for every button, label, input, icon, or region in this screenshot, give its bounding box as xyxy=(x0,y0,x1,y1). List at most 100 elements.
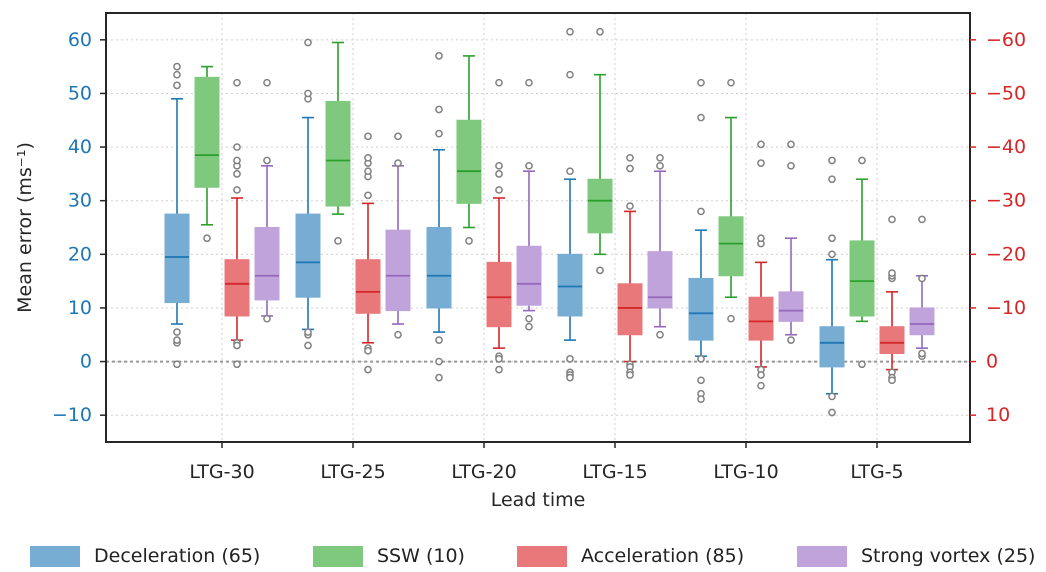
box-iqr xyxy=(295,213,321,298)
outlier-point xyxy=(828,392,836,401)
legend-item: Strong vortex (25) xyxy=(797,542,1035,570)
outlier-point xyxy=(757,159,765,167)
outlier-point xyxy=(828,156,836,165)
y-tick-label: 30 xyxy=(68,190,92,212)
y-tick-label: 40 xyxy=(68,136,92,158)
box-iqr xyxy=(647,251,673,309)
right-y-tick-label: −10 xyxy=(986,297,1026,319)
boxplot xyxy=(587,27,613,275)
boxplot xyxy=(456,55,482,245)
outlier-point xyxy=(233,143,241,151)
box-iqr xyxy=(456,119,482,204)
x-tick-label: LTG-25 xyxy=(320,461,385,483)
legend-item: SSW (10) xyxy=(313,542,465,570)
outlier-point xyxy=(697,355,705,363)
box-iqr xyxy=(587,178,613,234)
outlier-point xyxy=(495,78,503,87)
outlier-point xyxy=(525,78,533,87)
legend-label: Acceleration (85) xyxy=(581,545,745,567)
outlier-point xyxy=(394,132,402,141)
boxplot xyxy=(426,52,452,382)
outlier-point xyxy=(304,89,312,98)
box-layer xyxy=(164,27,935,417)
outlier-point xyxy=(525,314,533,323)
outlier-point xyxy=(566,70,574,79)
box-iqr xyxy=(516,245,542,306)
outlier-point xyxy=(435,129,443,138)
boxplot xyxy=(385,132,411,339)
outlier-point xyxy=(888,376,896,385)
outlier-point xyxy=(566,355,574,363)
boxplot xyxy=(617,153,643,379)
boxplot xyxy=(879,215,905,385)
outlier-point xyxy=(394,159,402,167)
box-iqr xyxy=(194,76,220,188)
x-tick-label: LTG-5 xyxy=(850,461,903,483)
outlier-point xyxy=(203,234,211,243)
right-y-tick-label: 10 xyxy=(986,404,1010,426)
outlier-point xyxy=(334,237,342,245)
outlier-point xyxy=(787,140,795,149)
grid-layer xyxy=(106,13,970,442)
boxplot xyxy=(164,62,190,369)
legend-swatch xyxy=(313,545,363,567)
right-y-tick-label: 0 xyxy=(986,351,998,373)
outlier-point xyxy=(787,336,795,344)
outlier-point xyxy=(626,153,634,162)
y-tick-label: 20 xyxy=(68,243,92,265)
boxplot xyxy=(647,153,673,339)
outlier-point xyxy=(465,237,473,245)
outlier-point xyxy=(173,70,181,79)
y-tick-label: 10 xyxy=(68,297,92,319)
plot-frame xyxy=(105,12,971,443)
outlier-point xyxy=(435,357,443,366)
box-iqr xyxy=(718,216,744,277)
box-iqr xyxy=(486,261,512,328)
outlier-point xyxy=(495,170,503,178)
box-iqr xyxy=(254,227,280,301)
outlier-point xyxy=(566,27,574,36)
boxplot xyxy=(557,27,583,382)
outlier-point xyxy=(697,113,705,122)
legend-label: SSW (10) xyxy=(377,545,465,567)
outlier-point xyxy=(697,207,705,216)
outlier-point xyxy=(394,330,402,339)
outlier-point xyxy=(525,161,533,170)
x-axis-label: Lead time xyxy=(491,489,586,511)
outlier-point xyxy=(304,341,312,350)
right-y-tick-label: −30 xyxy=(986,190,1026,212)
outlier-point xyxy=(697,376,705,385)
outlier-point xyxy=(566,167,574,176)
box-iqr xyxy=(688,277,714,341)
outlier-point xyxy=(656,161,664,170)
outlier-point xyxy=(828,234,836,243)
outlier-point xyxy=(233,341,241,350)
outlier-point xyxy=(566,373,574,382)
boxplot xyxy=(748,140,774,390)
outlier-point xyxy=(263,78,271,87)
axis-layer: −10 10 0 0 10 −10 20 −20 30 −30 40 −40 50 −50 60 −60 LTG… xyxy=(52,29,1026,483)
boxplot xyxy=(194,65,220,243)
outlier-point xyxy=(757,371,765,379)
outlier-point xyxy=(304,328,312,336)
right-y-tick-label: −50 xyxy=(986,82,1026,104)
outlier-point xyxy=(233,186,241,194)
outlier-point xyxy=(435,336,443,344)
outlier-point xyxy=(364,346,372,355)
outlier-point xyxy=(828,175,836,184)
box-iqr xyxy=(385,229,411,312)
y-tick-label: 0 xyxy=(80,351,92,373)
outlier-point xyxy=(263,156,271,165)
boxplot xyxy=(516,78,542,331)
outlier-point xyxy=(364,153,372,162)
outlier-point xyxy=(757,234,765,243)
outlier-point xyxy=(233,78,241,87)
outlier-point xyxy=(918,349,926,358)
outlier-point xyxy=(364,132,372,141)
legend: Deceleration (65) SSW (10) Acceleration (8… xyxy=(0,542,1046,572)
chart: −10 10 0 0 10 −10 20 −20 30 −30 40 −40 50 −50 60 −60 LTG… xyxy=(14,12,1026,511)
outlier-point xyxy=(173,62,181,71)
outlier-point xyxy=(858,156,866,165)
outlier-point xyxy=(626,202,634,210)
outlier-point xyxy=(656,330,664,339)
